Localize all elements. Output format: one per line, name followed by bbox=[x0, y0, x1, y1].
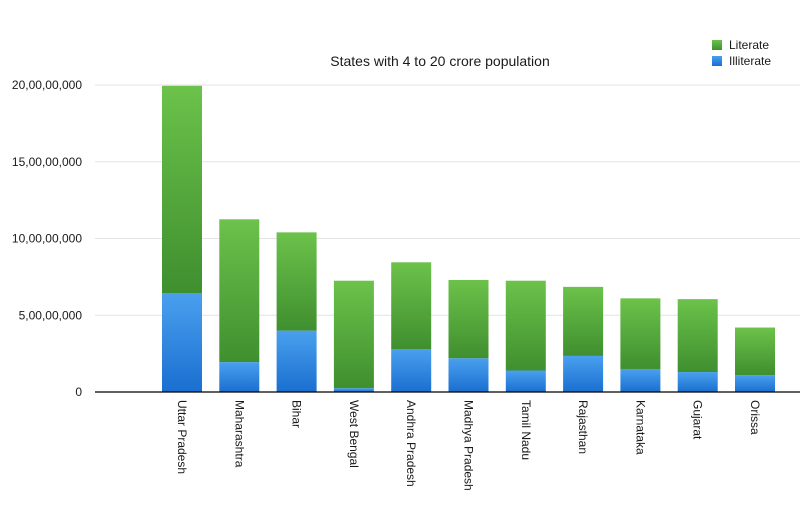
x-tick-label: West Bengal bbox=[347, 400, 361, 468]
bar-literate-tamil-nadu bbox=[505, 280, 546, 371]
bar-illiterate-west-bengal bbox=[333, 388, 374, 392]
bar-literate-karnataka bbox=[620, 298, 661, 369]
bar-illiterate-rajasthan bbox=[563, 355, 604, 392]
labels: 0 5,00,00,000 10,00,00,000 15,00,00,000 20,0… bbox=[12, 78, 762, 491]
bar-illiterate-gujarat bbox=[677, 372, 718, 392]
bar-literate-madhya-pradesh bbox=[448, 279, 489, 359]
bar-illiterate-uttar-pradesh bbox=[162, 292, 202, 392]
legend-swatch-illiterate bbox=[712, 56, 722, 66]
bar-literate-maharashtra bbox=[219, 219, 260, 363]
x-tick-label: Gujarat bbox=[691, 400, 705, 440]
bar-illiterate-maharashtra bbox=[219, 362, 260, 392]
x-tick-label: Maharashtra bbox=[232, 400, 246, 468]
bars bbox=[162, 85, 775, 392]
bar-literate-gujarat bbox=[677, 299, 718, 373]
legend-label-illiterate: Illiterate bbox=[729, 54, 771, 68]
bar-literate-orissa bbox=[735, 327, 775, 376]
x-tick-label: Karnataka bbox=[633, 400, 647, 455]
legend-swatch-literate bbox=[712, 40, 722, 50]
bar-literate-bihar bbox=[276, 232, 317, 331]
y-tick-label: 10,00,00,000 bbox=[12, 232, 82, 246]
bar-literate-west-bengal bbox=[333, 280, 374, 389]
bar-illiterate-bihar bbox=[276, 330, 317, 392]
x-tick-label: Rajasthan bbox=[576, 400, 590, 454]
bar-illiterate-andhra-pradesh bbox=[391, 349, 432, 392]
bar-illiterate-madhya-pradesh bbox=[448, 358, 489, 392]
bar-illiterate-karnataka bbox=[620, 368, 661, 392]
bar-illiterate-orissa bbox=[735, 375, 775, 392]
y-tick-label: 15,00,00,000 bbox=[12, 155, 82, 169]
y-tick-label: 20,00,00,000 bbox=[12, 78, 82, 92]
bar-illiterate-tamil-nadu bbox=[505, 370, 546, 392]
x-tick-label: Uttar Pradesh bbox=[175, 400, 189, 474]
x-tick-label: Tamil Nadu bbox=[519, 400, 533, 460]
x-tick-label: Madhya Pradesh bbox=[462, 400, 476, 491]
x-tick-label: Bihar bbox=[290, 400, 304, 428]
y-tick-label: 5,00,00,000 bbox=[19, 308, 83, 322]
bar-literate-uttar-pradesh bbox=[162, 85, 202, 293]
x-tick-label: Andhra Pradesh bbox=[404, 400, 418, 487]
x-tick-label: Orissa bbox=[748, 400, 762, 435]
y-tick-label: 0 bbox=[75, 385, 82, 399]
bar-literate-andhra-pradesh bbox=[391, 262, 432, 350]
bar-literate-rajasthan bbox=[563, 286, 604, 356]
chart-title: States with 4 to 20 crore population bbox=[330, 53, 549, 69]
legend-label-literate: Literate bbox=[729, 38, 769, 52]
legend: Literate Illiterate bbox=[712, 38, 771, 68]
